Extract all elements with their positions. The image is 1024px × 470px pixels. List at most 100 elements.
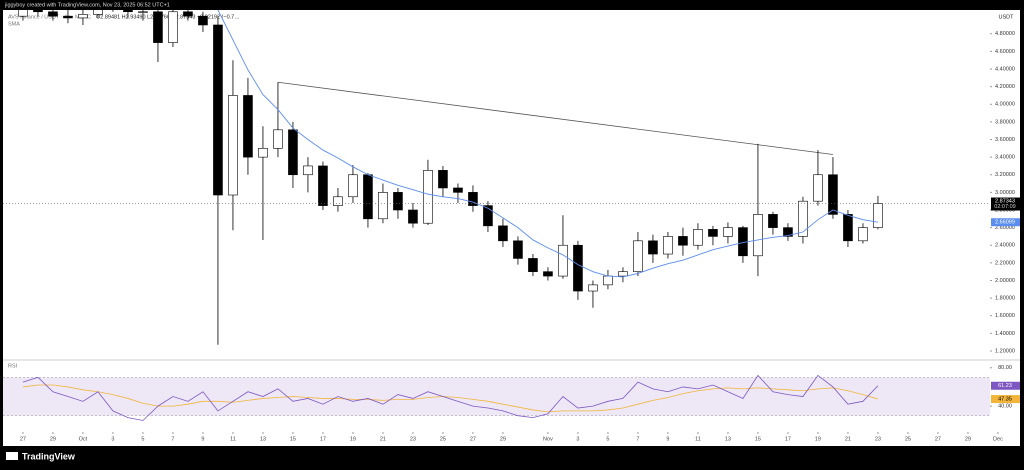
y-tick-label: 2.00000 [995, 278, 1015, 284]
y-tick-label: 2.40000 [995, 243, 1015, 249]
candle-body [618, 271, 628, 277]
candle-body [678, 236, 688, 246]
x-tick-label: 21 [845, 436, 851, 442]
y-tick-label: 3.00000 [995, 190, 1015, 196]
x-tick-label: 29 [50, 436, 56, 442]
candle-body [258, 148, 268, 158]
candle-body [288, 129, 298, 176]
y-tick-label: 3.20000 [995, 172, 1015, 178]
last-price-label: 2.87343 [995, 198, 1015, 204]
candle-body [483, 205, 493, 227]
x-tick-label: Dec [993, 436, 1003, 442]
x-tick-label: 27 [20, 436, 26, 442]
candle-body [858, 227, 868, 242]
symbol-title: AVS Finance / USDT · 4h · MEXC [8, 14, 91, 20]
x-tick-label: 17 [320, 436, 326, 442]
x-tick-label: 27 [470, 436, 476, 442]
x-tick-label: 29 [965, 436, 971, 442]
candle-body [498, 225, 508, 242]
candle-body [318, 165, 328, 206]
candle-body [183, 11, 193, 17]
y-tick-label: 4.80000 [995, 31, 1015, 37]
candle-body [228, 95, 238, 196]
candle-body [603, 275, 613, 286]
x-tick-label: 13 [725, 436, 731, 442]
candle-body [798, 200, 808, 237]
candle-body [363, 174, 373, 220]
candle-body [18, 10, 28, 17]
candle-body [468, 192, 478, 206]
candle-body [588, 284, 598, 292]
y-tick-label: 2.20000 [995, 260, 1015, 266]
candle-body [513, 240, 523, 259]
candle-body [93, 10, 103, 15]
y-tick-label: 1.60000 [995, 313, 1015, 319]
candle-body [213, 24, 223, 196]
x-tick-label: 17 [785, 436, 791, 442]
x-tick-label: 15 [755, 436, 761, 442]
brand: TradingView [22, 451, 76, 461]
x-tick-label: Nov [543, 436, 553, 442]
x-tick-label: 9 [201, 436, 204, 442]
candle-body [378, 192, 388, 220]
y-tick-label: 3.80000 [995, 119, 1015, 125]
y-tick-label: 3.40000 [995, 155, 1015, 161]
x-tick-label: 15 [290, 436, 296, 442]
x-tick-label: Oct [79, 436, 88, 442]
x-tick-label: 13 [260, 436, 266, 442]
y-tick-label: 1.40000 [995, 331, 1015, 337]
rsi-ma-line [22, 384, 879, 413]
trendline [277, 81, 834, 155]
candle-body [168, 11, 178, 43]
y-tick-label: 3.60000 [995, 137, 1015, 143]
overlay: 1.20000 1.40000 1.60000 1.80000 2.00000 2.200… [20, 31, 1020, 442]
x-tick-label: 29 [500, 436, 506, 442]
candle-body [663, 236, 673, 255]
candle-body [873, 203, 883, 228]
x-tick-label: 7 [171, 436, 174, 442]
sma-label-box [991, 218, 1020, 227]
x-tick-label: 25 [440, 436, 446, 442]
indicator-name: SMA [8, 21, 20, 27]
candle-body [198, 15, 208, 26]
candle-body [723, 227, 733, 237]
candle-body [558, 244, 568, 277]
y-tick-label: 1.80000 [995, 296, 1015, 302]
candle-body [633, 240, 643, 272]
x-tick-label: 21 [380, 436, 386, 442]
x-tick-label: 3 [111, 436, 114, 442]
candle-body [783, 227, 793, 237]
candle-body [693, 229, 703, 246]
y-tick-label: 4.40000 [995, 66, 1015, 72]
y-tick-label: 2.60000 [995, 225, 1015, 231]
candle-body [48, 11, 58, 17]
candle-body [438, 170, 448, 189]
candle-body [333, 196, 343, 206]
last-price-box [991, 197, 1020, 211]
x-tick-label: 19 [815, 436, 821, 442]
candle-body [453, 187, 463, 193]
rsi-ma-label: 47.35 [998, 397, 1012, 403]
candle-body [243, 95, 253, 158]
candle-body [768, 214, 778, 228]
rsi-tick-label: 40.00 [998, 404, 1012, 410]
y-tick-label: 1.20000 [995, 348, 1015, 354]
rsi-tick-label: 80.00 [998, 365, 1012, 371]
candle-body [303, 165, 313, 176]
ohlc-text: O2.89481 H2.93490 L2.79766 C2.87343 −0.0… [96, 14, 240, 20]
rsi-label-box [991, 381, 1020, 390]
candle-body [123, 10, 133, 13]
candle-body [78, 14, 88, 19]
price-pane [3, 10, 990, 345]
x-tick-label: 5 [606, 436, 609, 442]
candle-body [138, 11, 148, 13]
x-tick-label: 25 [905, 436, 911, 442]
sma-line [217, 10, 879, 278]
rsi-pane [3, 374, 990, 421]
candle-body [63, 15, 73, 19]
x-tick-label: 23 [410, 436, 416, 442]
candle-body [813, 174, 823, 202]
rsi-label: 61.23 [998, 383, 1012, 389]
candle-body [753, 214, 763, 257]
x-tick-label: 7 [636, 436, 639, 442]
